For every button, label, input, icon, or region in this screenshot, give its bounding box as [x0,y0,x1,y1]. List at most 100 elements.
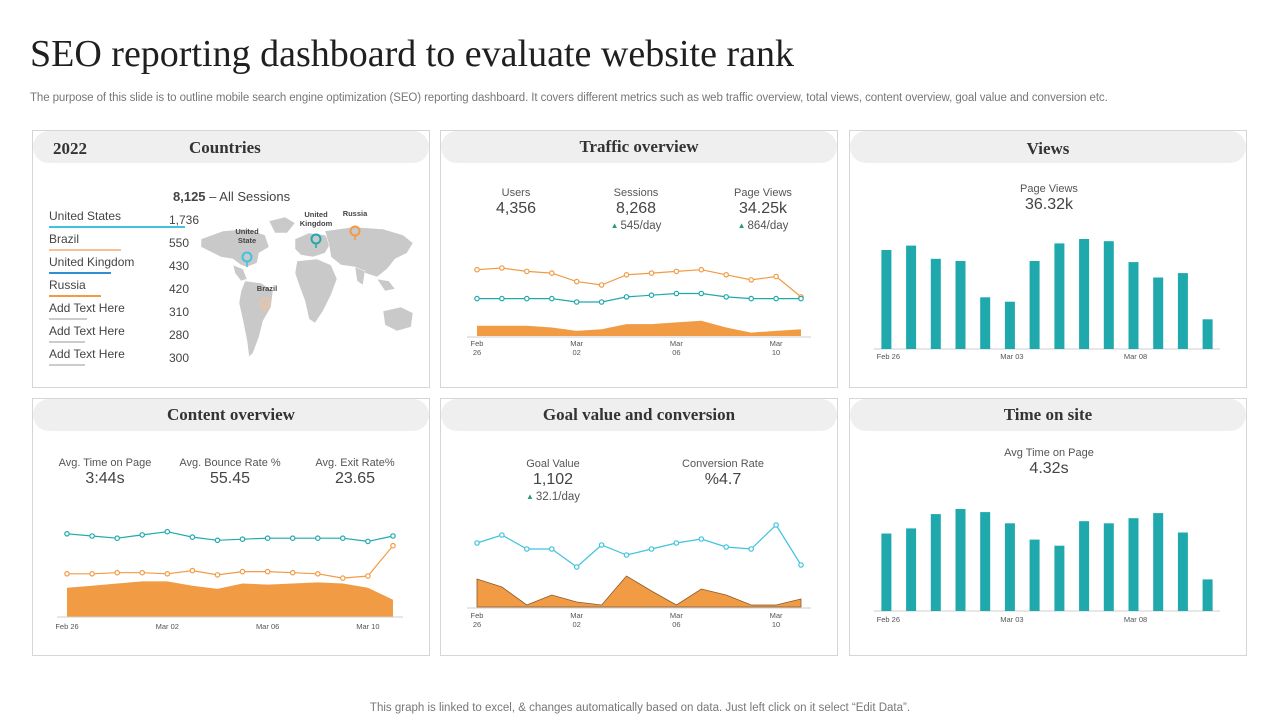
traffic-point-sessions [698,290,705,297]
pin-uk [310,233,322,248]
country-value: 280 [169,328,190,342]
goal-value-label: Goal Value [526,458,580,470]
time-bar [881,533,892,611]
page-views-value: 34.25k [738,200,788,217]
country-value: 430 [169,259,190,273]
sessions-label: Sessions [613,187,659,199]
page-views-delta: ▲ 864/day [713,220,813,232]
time-bar [955,509,966,611]
page-title: SEO reporting dashboard to evaluate webs… [30,33,794,75]
content-point-avg-exit-rate- [264,568,271,575]
content-point-avg-exit-rate- [239,568,246,575]
goal-conversion-panel: Goal value and conversion Goal Value 1,1… [440,398,838,656]
sessions-delta: ▲ 545/day [596,220,676,232]
traffic-point-sessions [798,295,804,302]
views-bar [881,250,892,349]
bounce-rate-value: 55.45 [209,470,251,487]
content-point-avg-exit-rate- [314,571,321,577]
time-x-tick: Mar 08 [1124,615,1147,624]
content-point-avg-exit-rate- [189,567,196,574]
country-underline [49,295,101,297]
country-value: 550 [169,236,190,250]
map-label-uk-line1: United [304,210,328,219]
avg-time-label: Avg. Time on Page [58,457,152,469]
time-bar [1128,518,1139,611]
exit-rate-value: 23.65 [334,470,376,487]
goal-point-goal-value [648,546,655,552]
traffic-point-sessions [598,299,605,305]
content-point-avg-time-on-page [64,531,70,537]
map-label-uk: United Kingdom [300,210,333,228]
views-bar [1177,273,1188,349]
up-arrow-icon: ▲ [610,221,619,230]
goal-point-goal-value [623,552,630,558]
country-row: Add Text Here 300 [49,347,189,370]
country-name: Brazil [49,232,80,246]
content-point-avg-time-on-page [164,528,171,535]
country-name: United States [49,209,122,223]
content-x-tick: Feb 26 [55,622,78,631]
time-bar [1202,579,1213,611]
pin-brazil-marker [259,297,271,309]
page-views-label: Page Views [734,187,792,199]
country-name: Add Text Here [49,324,125,338]
content-point-avg-exit-rate- [64,571,70,577]
views-title: Views [850,131,1246,163]
exit-rate-label: Avg. Exit Rate% [315,457,395,469]
content-point-avg-exit-rate- [390,542,396,549]
views-bar [1128,262,1139,349]
traffic-point-page-views [474,266,480,273]
content-overview-panel: Content overview Avg. Time on Page 3:44s… [32,398,430,656]
all-sessions-label: – All Sessions [205,189,291,204]
country-row: United States 1,736 [49,209,199,232]
country-value: 1,736 [169,213,200,227]
time-bar [1153,513,1164,611]
views-bar [906,245,917,349]
goal-value-delta: ▲ 32.1/day [513,491,593,503]
goal-x-tick: Feb 26 [471,611,484,629]
map-south-america [238,280,274,358]
content-point-avg-time-on-page [139,532,146,538]
traffic-point-page-views [549,270,555,276]
traffic-point-page-views [773,273,779,280]
time-bar [1177,532,1188,611]
traffic-point-page-views [723,272,730,278]
time-metric: Avg Time on Page 4.32s [989,447,1109,478]
traffic-area-users [477,320,801,336]
page-views-delta-value: 864/day [747,220,789,232]
views-x-tick: Mar 03 [1000,352,1023,361]
goal-point-goal-value [598,542,605,548]
time-bar [1029,539,1040,611]
content-point-avg-time-on-page [214,537,221,544]
views-bar [1079,239,1090,349]
traffic-point-sessions [573,299,580,305]
up-arrow-icon: ▲ [737,221,746,230]
goal-value-delta-value: 32.1/day [535,491,581,503]
traffic-x-tick: Mar 06 [670,339,683,357]
views-chart: Feb 26 Mar 03 Mar 08 [874,239,1220,361]
views-value: 36.32k [1024,196,1074,213]
goal-value-value: 1,102 [532,471,574,488]
goal-point-goal-value [723,544,730,550]
traffic-point-page-views [499,265,505,271]
traffic-point-page-views [673,268,680,275]
content-point-avg-time-on-page [339,535,346,542]
page-subtitle: The purpose of this slide is to outline … [30,92,1108,104]
views-bar [955,261,966,349]
bounce-rate-metric: Avg. Bounce Rate % 55.45 [175,457,285,488]
goal-x-tick: Mar 06 [670,611,683,629]
goal-chart: Feb 26 Mar 02 Mar 06 Mar 10 [467,522,811,629]
sessions-value: 8,268 [615,200,657,217]
views-bar [1054,243,1065,349]
sessions-delta-value: 545/day [620,220,662,232]
goal-point-goal-value [474,540,480,546]
map-australia [382,306,414,332]
goal-point-goal-value [524,546,530,552]
time-x-tick: Mar 03 [1000,615,1023,624]
bounce-rate-label: Avg. Bounce Rate % [179,457,281,469]
exit-rate-metric: Avg. Exit Rate% 23.65 [305,457,405,488]
country-row: Add Text Here 280 [49,324,189,347]
traffic-point-sessions [648,292,655,299]
views-bar [1029,261,1040,349]
content-point-avg-exit-rate- [289,569,296,576]
